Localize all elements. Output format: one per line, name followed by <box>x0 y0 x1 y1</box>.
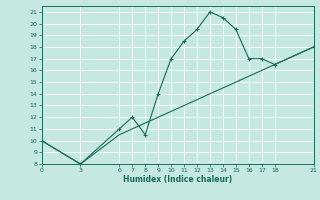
X-axis label: Humidex (Indice chaleur): Humidex (Indice chaleur) <box>123 175 232 184</box>
